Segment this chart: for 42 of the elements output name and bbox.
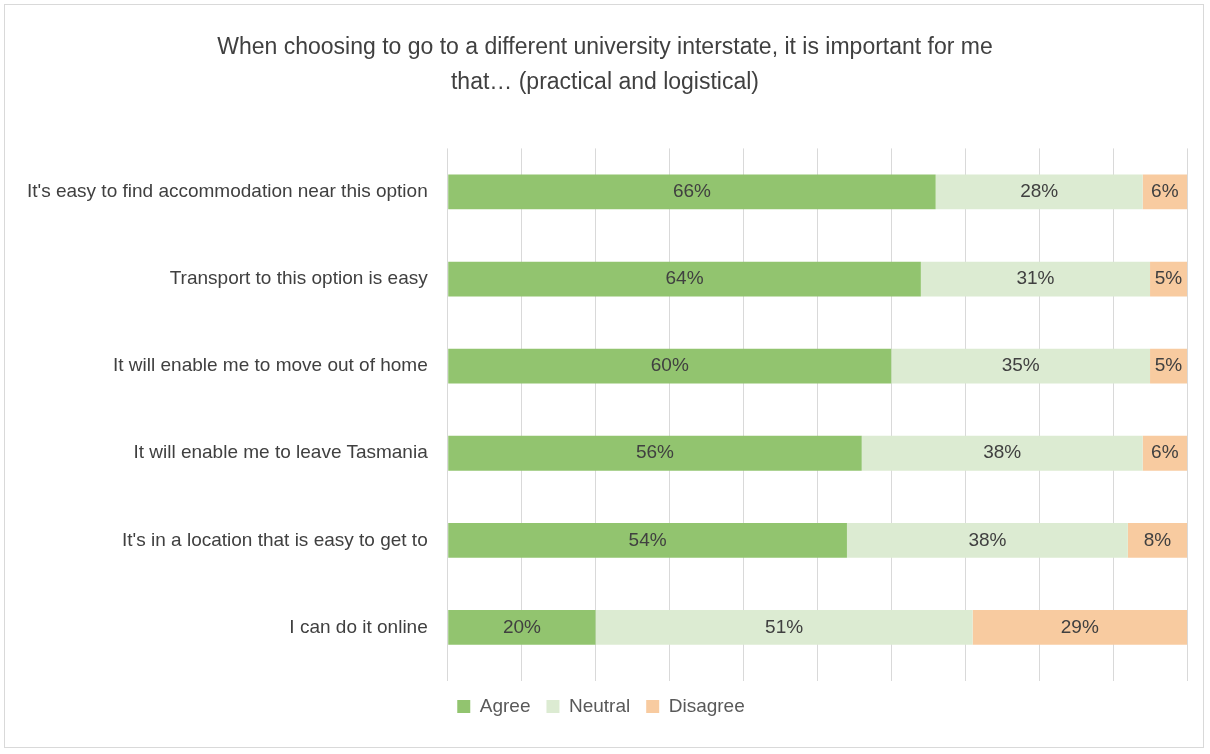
data-label: 35%: [1001, 354, 1040, 376]
data-label: 5%: [1154, 267, 1183, 289]
data-label: 60%: [650, 354, 689, 376]
y-tick-label: It's in a location that is easy to get to: [122, 528, 428, 550]
bar: [846, 522, 1128, 558]
data-label: 8%: [1143, 528, 1172, 550]
data-label: 64%: [665, 267, 704, 289]
bar: [448, 610, 596, 645]
legend-label: Neutral: [568, 694, 631, 716]
data-label: 56%: [635, 441, 675, 463]
data-label: 6%: [1151, 441, 1179, 463]
bar: [861, 435, 1143, 471]
bar: [448, 435, 862, 471]
data-label: 66%: [672, 180, 712, 202]
data-label: 29%: [1060, 615, 1099, 637]
bar: [448, 261, 921, 297]
data-label: 51%: [765, 615, 804, 637]
data-label: 38%: [983, 441, 1022, 463]
legend-label: Disagree: [668, 694, 745, 716]
bar: [448, 174, 936, 210]
data-label: 38%: [968, 528, 1007, 550]
legend-label: Agree: [479, 694, 531, 716]
y-tick-label: It will enable me to leave Tasmania: [133, 441, 429, 463]
data-label: 28%: [1020, 180, 1059, 202]
data-label: 5%: [1154, 354, 1183, 376]
bar: [595, 610, 973, 645]
y-tick-label: It will enable me to move out of home: [113, 354, 428, 376]
bar: [891, 348, 1151, 384]
y-tick-label: Transport to this option is easy: [169, 267, 429, 289]
bar: [972, 610, 1187, 645]
bar: [1127, 522, 1187, 558]
chart-title: When choosing to go to a different university interstate, it is important for me that… (practical and logistical): [216, 32, 994, 96]
data-label: 31%: [1016, 267, 1055, 289]
data-label: 20%: [502, 615, 542, 637]
bar: [935, 174, 1143, 210]
y-tick-label: It's easy to find accommodation near this option: [26, 180, 428, 202]
bar: [448, 522, 847, 558]
bar: [920, 261, 1151, 297]
data-label: 6%: [1151, 180, 1179, 202]
data-label: 54%: [628, 528, 667, 550]
bar: [448, 348, 892, 384]
y-tick-label: I can do it online: [289, 615, 428, 637]
